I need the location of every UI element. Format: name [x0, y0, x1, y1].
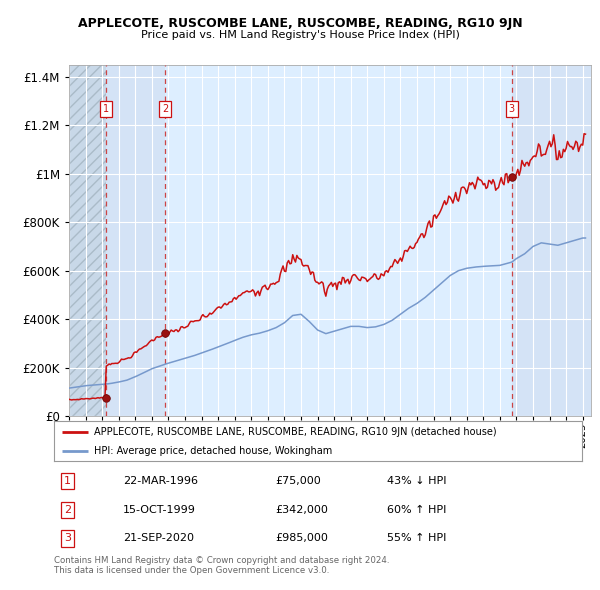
- Text: Contains HM Land Registry data © Crown copyright and database right 2024.: Contains HM Land Registry data © Crown c…: [54, 556, 389, 565]
- Text: 3: 3: [64, 533, 71, 543]
- Text: 21-SEP-2020: 21-SEP-2020: [122, 533, 194, 543]
- Text: 2: 2: [64, 505, 71, 514]
- Text: 2: 2: [162, 104, 168, 114]
- Bar: [69, 65, 106, 416]
- Bar: [106, 65, 165, 416]
- Text: £342,000: £342,000: [276, 505, 329, 514]
- Text: 43% ↓ HPI: 43% ↓ HPI: [386, 476, 446, 486]
- Text: HPI: Average price, detached house, Wokingham: HPI: Average price, detached house, Woki…: [94, 446, 332, 456]
- Text: 1: 1: [103, 104, 109, 114]
- Text: £75,000: £75,000: [276, 476, 322, 486]
- Text: Price paid vs. HM Land Registry's House Price Index (HPI): Price paid vs. HM Land Registry's House …: [140, 30, 460, 40]
- Text: 60% ↑ HPI: 60% ↑ HPI: [386, 505, 446, 514]
- Text: £985,000: £985,000: [276, 533, 329, 543]
- Text: 3: 3: [509, 104, 515, 114]
- Bar: [69, 65, 106, 416]
- Text: APPLECOTE, RUSCOMBE LANE, RUSCOMBE, READING, RG10 9JN: APPLECOTE, RUSCOMBE LANE, RUSCOMBE, READ…: [77, 17, 523, 30]
- Text: 55% ↑ HPI: 55% ↑ HPI: [386, 533, 446, 543]
- Text: 15-OCT-1999: 15-OCT-1999: [122, 505, 196, 514]
- Bar: [512, 65, 591, 416]
- Text: 1: 1: [64, 476, 71, 486]
- Text: APPLECOTE, RUSCOMBE LANE, RUSCOMBE, READING, RG10 9JN (detached house): APPLECOTE, RUSCOMBE LANE, RUSCOMBE, READ…: [94, 427, 496, 437]
- Text: This data is licensed under the Open Government Licence v3.0.: This data is licensed under the Open Gov…: [54, 566, 329, 575]
- Text: 22-MAR-1996: 22-MAR-1996: [122, 476, 197, 486]
